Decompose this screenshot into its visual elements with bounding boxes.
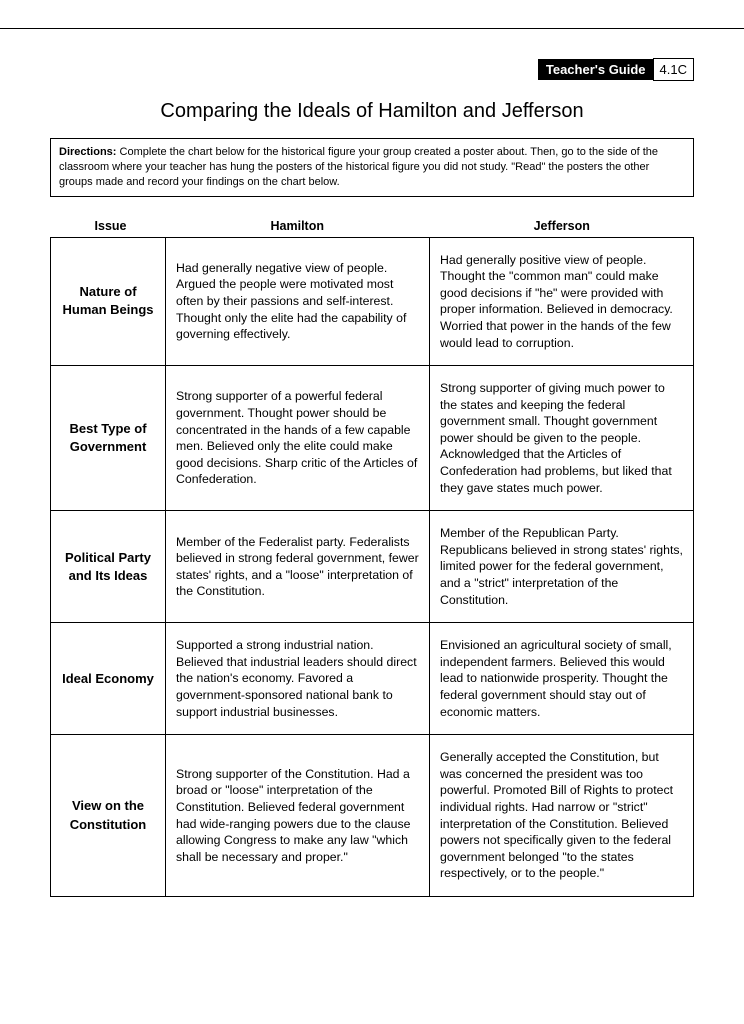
guide-label: Teacher's Guide <box>538 59 654 80</box>
col-header-jefferson: Jefferson <box>430 219 695 233</box>
directions-label: Directions: <box>59 146 116 158</box>
jefferson-cell: Member of the Republican Party. Republic… <box>430 511 694 623</box>
issue-cell: Political Party and Its Ideas <box>51 511 166 623</box>
jefferson-cell: Generally accepted the Constitution, but… <box>430 735 694 897</box>
issue-cell: Nature of Human Beings <box>51 237 166 366</box>
hamilton-cell: Had generally negative view of people. A… <box>166 237 430 366</box>
hamilton-cell: Strong supporter of the Constitution. Ha… <box>166 735 430 897</box>
hamilton-cell: Supported a strong industrial nation. Be… <box>166 623 430 735</box>
table-row: View on the Constitution Strong supporte… <box>51 735 694 897</box>
page-top-rule <box>0 28 744 29</box>
directions-text: Complete the chart below for the histori… <box>59 146 658 188</box>
directions-box: Directions: Complete the chart below for… <box>50 138 694 197</box>
issue-cell: View on the Constitution <box>51 735 166 897</box>
column-headers: Issue Hamilton Jefferson <box>50 219 694 233</box>
table-row: Political Party and Its Ideas Member of … <box>51 511 694 623</box>
jefferson-cell: Envisioned an agricultural society of sm… <box>430 623 694 735</box>
issue-cell: Ideal Economy <box>51 623 166 735</box>
guide-code: 4.1C <box>653 58 694 81</box>
table-row: Best Type of Government Strong supporter… <box>51 366 694 511</box>
comparison-table: Nature of Human Beings Had generally neg… <box>50 237 694 897</box>
hamilton-cell: Member of the Federalist party. Federali… <box>166 511 430 623</box>
table-row: Nature of Human Beings Had generally neg… <box>51 237 694 366</box>
hamilton-cell: Strong supporter of a powerful federal g… <box>166 366 430 511</box>
col-header-hamilton: Hamilton <box>165 219 430 233</box>
jefferson-cell: Strong supporter of giving much power to… <box>430 366 694 511</box>
issue-cell: Best Type of Government <box>51 366 166 511</box>
col-header-issue: Issue <box>50 219 165 233</box>
jefferson-cell: Had generally positive view of people. T… <box>430 237 694 366</box>
header-bar: Teacher's Guide 4.1C <box>538 58 694 81</box>
table-row: Ideal Economy Supported a strong industr… <box>51 623 694 735</box>
page-title: Comparing the Ideals of Hamilton and Jef… <box>50 100 694 123</box>
